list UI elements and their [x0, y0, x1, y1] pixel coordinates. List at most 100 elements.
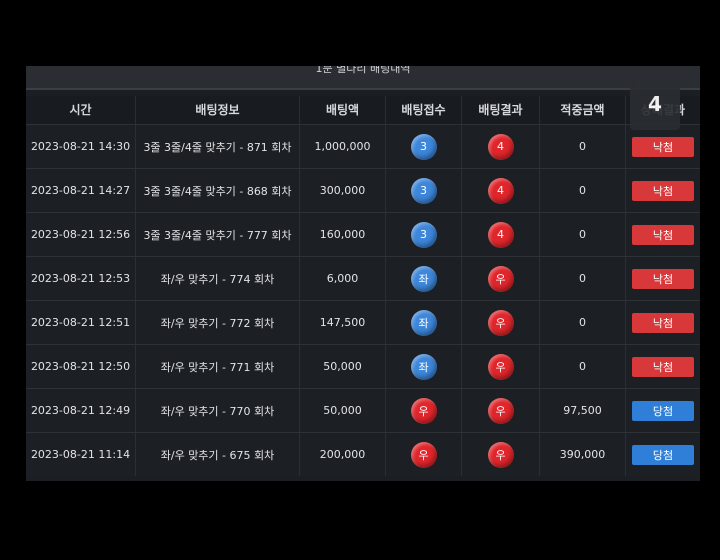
cell-time: 2023-08-21 11:14 — [26, 433, 136, 476]
table-row: 2023-08-21 14:30 3줄 3줄/4줄 맞추기 - 871 회차 1,0… — [26, 124, 700, 168]
page-indicator-number: 4 — [648, 92, 662, 116]
cell-bet-amount: 1,000,000 — [300, 125, 386, 168]
cell-bet-amount: 6,000 — [300, 257, 386, 300]
pick-ball: 우 — [410, 441, 437, 468]
cell-bet-info: 좌/우 맞추기 - 770 회차 — [136, 389, 300, 432]
pick-ball: 3 — [410, 221, 437, 248]
cell-status: 낙첨 — [626, 125, 700, 168]
cell-time: 2023-08-21 12:49 — [26, 389, 136, 432]
cell-bet-result: 우 — [462, 257, 540, 300]
cell-bet-amount: 200,000 — [300, 433, 386, 476]
result-ball: 4 — [487, 133, 514, 160]
cell-status: 낙첨 — [626, 169, 700, 212]
status-badge: 낙첨 — [632, 268, 694, 289]
pick-ball: 좌 — [410, 309, 437, 336]
header-payout: 적중금액 — [540, 96, 626, 124]
result-ball: 우 — [487, 353, 514, 380]
cell-bet-pick: 좌 — [386, 257, 462, 300]
cell-bet-result: 우 — [462, 345, 540, 388]
status-badge: 낙첨 — [632, 312, 694, 333]
result-ball: 4 — [487, 177, 514, 204]
cell-bet-info: 좌/우 맞추기 - 774 회차 — [136, 257, 300, 300]
cell-bet-amount: 50,000 — [300, 345, 386, 388]
cell-status: 낙첨 — [626, 213, 700, 256]
table-row: 2023-08-21 12:53 좌/우 맞추기 - 774 회차 6,000 좌 우 0… — [26, 256, 700, 300]
cell-bet-info: 좌/우 맞추기 - 771 회차 — [136, 345, 300, 388]
header-time: 시간 — [26, 96, 136, 124]
table-row: 2023-08-21 11:14 좌/우 맞추기 - 675 회차 200,000 우… — [26, 432, 700, 476]
header-bet-info: 배팅정보 — [136, 96, 300, 124]
pick-ball: 좌 — [410, 265, 437, 292]
cell-payout: 97,500 — [540, 389, 626, 432]
cell-status: 당첨 — [626, 433, 700, 476]
status-badge: 낙첨 — [632, 136, 694, 157]
cell-time: 2023-08-21 14:27 — [26, 169, 136, 212]
pick-ball: 좌 — [410, 353, 437, 380]
cell-time: 2023-08-21 12:56 — [26, 213, 136, 256]
cell-payout: 0 — [540, 213, 626, 256]
cell-payout: 0 — [540, 125, 626, 168]
table-header: 시간 배팅정보 배팅액 배팅접수 배팅결과 적중금액 상태결과 — [26, 96, 700, 124]
cell-time: 2023-08-21 12:50 — [26, 345, 136, 388]
cell-payout: 0 — [540, 257, 626, 300]
cell-bet-amount: 160,000 — [300, 213, 386, 256]
cell-bet-pick: 좌 — [386, 345, 462, 388]
cell-bet-result: 4 — [462, 125, 540, 168]
status-badge: 낙첨 — [632, 224, 694, 245]
cell-payout: 0 — [540, 345, 626, 388]
status-badge: 당첨 — [632, 400, 694, 421]
cell-bet-info: 좌/우 맞추기 - 772 회차 — [136, 301, 300, 344]
header-bet-amount: 배팅액 — [300, 96, 386, 124]
cell-bet-pick: 3 — [386, 213, 462, 256]
result-ball: 우 — [487, 397, 514, 424]
table-body: 2023-08-21 14:30 3줄 3줄/4줄 맞추기 - 871 회차 1,0… — [26, 124, 700, 476]
cell-bet-info: 좌/우 맞추기 - 675 회차 — [136, 433, 300, 476]
table-row: 2023-08-21 12:51 좌/우 맞추기 - 772 회차 147,500 좌… — [26, 300, 700, 344]
result-ball: 우 — [487, 441, 514, 468]
cell-status: 당첨 — [626, 389, 700, 432]
cell-status: 낙첨 — [626, 257, 700, 300]
cell-bet-info: 3줄 3줄/4줄 맞추기 - 871 회차 — [136, 125, 300, 168]
pick-ball: 3 — [410, 133, 437, 160]
cell-time: 2023-08-21 12:53 — [26, 257, 136, 300]
cell-time: 2023-08-21 14:30 — [26, 125, 136, 168]
table-row: 2023-08-21 12:49 좌/우 맞추기 - 770 회차 50,000 우 우… — [26, 388, 700, 432]
header-bet-pick: 배팅접수 — [386, 96, 462, 124]
status-badge: 낙첨 — [632, 180, 694, 201]
cell-status: 낙첨 — [626, 345, 700, 388]
header-bet-result: 배팅결과 — [462, 96, 540, 124]
cell-bet-amount: 50,000 — [300, 389, 386, 432]
status-badge: 당첨 — [632, 444, 694, 465]
cell-bet-pick: 3 — [386, 125, 462, 168]
cell-bet-pick: 3 — [386, 169, 462, 212]
pick-ball: 3 — [410, 177, 437, 204]
table-row: 2023-08-21 12:50 좌/우 맞추기 - 771 회차 50,000 좌 우… — [26, 344, 700, 388]
cell-payout: 0 — [540, 301, 626, 344]
result-ball: 4 — [487, 221, 514, 248]
cell-bet-result: 4 — [462, 213, 540, 256]
table-row: 2023-08-21 12:56 3줄 3줄/4줄 맞추기 - 777 회차 160… — [26, 212, 700, 256]
cell-bet-info: 3줄 3줄/4줄 맞추기 - 777 회차 — [136, 213, 300, 256]
cell-bet-result: 우 — [462, 301, 540, 344]
cell-bet-result: 우 — [462, 433, 540, 476]
cell-bet-info: 3줄 3줄/4줄 맞추기 - 868 회차 — [136, 169, 300, 212]
panel-title: 1분 별다리 배팅내역 — [26, 66, 700, 90]
cell-status: 낙첨 — [626, 301, 700, 344]
cell-bet-amount: 300,000 — [300, 169, 386, 212]
result-ball: 우 — [487, 265, 514, 292]
betting-history-panel: 1분 별다리 배팅내역 시간 배팅정보 배팅액 배팅접수 배팅결과 적중금액 상… — [26, 66, 700, 481]
cell-bet-pick: 좌 — [386, 301, 462, 344]
status-badge: 낙첨 — [632, 356, 694, 377]
cell-bet-pick: 우 — [386, 389, 462, 432]
cell-bet-result: 4 — [462, 169, 540, 212]
cell-bet-pick: 우 — [386, 433, 462, 476]
pick-ball: 우 — [410, 397, 437, 424]
cell-bet-amount: 147,500 — [300, 301, 386, 344]
cell-time: 2023-08-21 12:51 — [26, 301, 136, 344]
cell-bet-result: 우 — [462, 389, 540, 432]
result-ball: 우 — [487, 309, 514, 336]
cell-payout: 0 — [540, 169, 626, 212]
cell-payout: 390,000 — [540, 433, 626, 476]
page-indicator-overlay[interactable]: 4 — [630, 82, 680, 130]
table-row: 2023-08-21 14:27 3줄 3줄/4줄 맞추기 - 868 회차 300… — [26, 168, 700, 212]
